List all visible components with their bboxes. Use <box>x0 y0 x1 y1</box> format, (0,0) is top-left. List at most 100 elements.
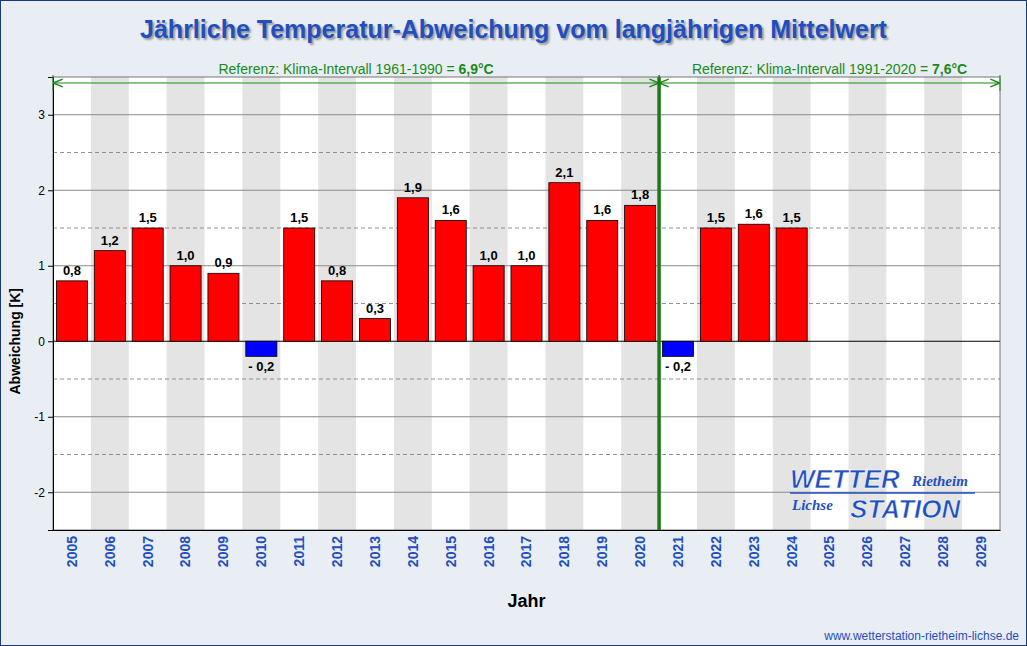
y-tick-mark <box>48 266 53 267</box>
column-band <box>394 77 432 530</box>
x-tick-label: 2027 <box>897 536 913 567</box>
title: Jährliche Temperatur-Abweichung vom lang… <box>140 15 888 43</box>
data-label: 1,2 <box>101 233 119 248</box>
x-tick-label: 2011 <box>291 536 307 567</box>
source: www.wetterstation-rietheim-lichse.de <box>823 629 1019 643</box>
reference-value: 6,9°C <box>458 61 493 77</box>
grid-line <box>53 190 1000 191</box>
annotations: Referenz: Klima-Intervall 1961-1990 = 6,… <box>53 61 1000 530</box>
column-band <box>470 77 508 530</box>
data-label: 1,6 <box>442 202 460 217</box>
reference-bound <box>53 75 54 91</box>
x-axis-title: Jahr <box>507 591 545 611</box>
reference-label: Referenz: Klima-Intervall 1961-1990 = 6,… <box>218 61 493 77</box>
bar <box>94 251 125 342</box>
data-label: 1,5 <box>707 210 725 225</box>
reference-text: Referenz: Klima-Intervall 1991-2020 = <box>692 61 932 77</box>
x-tick-label: 2007 <box>140 536 156 567</box>
bar <box>208 273 239 341</box>
x-tick-label: 2026 <box>859 536 875 567</box>
data-label: 1,0 <box>480 248 498 263</box>
bar <box>587 220 618 341</box>
x-tick-label: 2008 <box>177 536 193 567</box>
x-tick-label: 2022 <box>708 536 724 567</box>
x-tick: 2014 <box>405 530 421 567</box>
y-tick-label: 2 <box>38 184 45 198</box>
y-tick: 2 <box>38 184 53 198</box>
x-tick: 2027 <box>897 530 913 567</box>
reference-label: Referenz: Klima-Intervall 1991-2020 = 7,… <box>692 61 967 77</box>
y-tick: -2 <box>34 486 53 500</box>
data-label: 1,5 <box>290 210 308 225</box>
x-tick-label: 2016 <box>481 536 497 567</box>
bar <box>132 228 163 341</box>
y-tick-label: 3 <box>38 108 45 122</box>
data-label: 1,6 <box>745 206 763 221</box>
y-tick-mark <box>48 492 53 493</box>
y-axis-line <box>48 78 54 531</box>
x-tick-label: 2015 <box>443 536 459 567</box>
y-tick-label: 0 <box>38 335 45 349</box>
x-tick: 2005 <box>64 530 80 567</box>
data-label: 1,5 <box>139 210 157 225</box>
x-tick-label: 2024 <box>784 536 800 567</box>
bar <box>700 228 731 341</box>
x-tick-label: 2025 <box>821 536 837 567</box>
x-tick: 2025 <box>821 530 837 567</box>
x-tick-label: 2017 <box>518 536 534 567</box>
data-label: 1,8 <box>631 187 649 202</box>
plot-area <box>53 77 1000 530</box>
bar <box>473 266 504 342</box>
data-label: 0,8 <box>328 263 346 278</box>
x-axis: 2005200620072008200920102011201220132014… <box>54 530 1001 567</box>
column-band <box>318 77 356 530</box>
y-tick-mark <box>48 341 53 342</box>
data-labels: 0,81,21,51,00,9- 0,21,50,80,31,91,61,01,… <box>63 165 801 375</box>
grid <box>53 115 1000 493</box>
column-band <box>545 77 583 530</box>
column-band <box>91 77 129 530</box>
data-label: 1,0 <box>177 248 195 263</box>
column-band <box>242 77 280 530</box>
x-tick: 2018 <box>556 530 572 567</box>
data-label: 1,9 <box>404 180 422 195</box>
bar <box>435 220 466 341</box>
x-tick: 2023 <box>746 530 762 567</box>
logo-text: Lichse <box>791 497 833 513</box>
bar <box>359 319 390 342</box>
y-tick-mark <box>48 115 53 116</box>
x-tick: 2022 <box>708 530 724 567</box>
x-tick-label: 2005 <box>64 536 80 567</box>
y-tick-mark <box>48 190 53 191</box>
y-axis: -2 -1 0 1 2 3 <box>34 78 53 531</box>
bar <box>397 198 428 341</box>
x-tick-label: 2020 <box>632 536 648 567</box>
bar <box>549 183 580 342</box>
grid-line <box>53 114 1000 115</box>
minor-grid-line <box>53 228 1000 229</box>
logo-text: Rietheim <box>911 473 968 489</box>
x-tick: 2028 <box>935 530 951 567</box>
column-band <box>167 77 205 530</box>
data-label: 0,9 <box>214 255 232 270</box>
x-tick: 2012 <box>329 530 345 567</box>
column-band <box>621 77 659 530</box>
y-tick: -1 <box>34 410 53 424</box>
chart: 0,81,21,51,00,9- 0,21,50,80,31,91,61,01,… <box>0 0 1027 646</box>
minor-grid-line <box>53 454 1000 455</box>
y-tick: 1 <box>38 259 53 273</box>
bar <box>284 228 315 341</box>
data-label: 1,5 <box>783 210 801 225</box>
logo-text: STATION <box>850 494 961 524</box>
y-axis-title: Abweichung [K] <box>7 288 23 395</box>
x-tick: 2007 <box>140 530 156 567</box>
x-tick: 2017 <box>518 530 534 567</box>
logo: WETTER Rietheim Lichse STATION <box>790 464 975 524</box>
x-tick-label: 2028 <box>935 536 951 567</box>
logo-text: WETTER <box>790 464 900 494</box>
x-tick: 2008 <box>177 530 193 567</box>
reference-text: Referenz: Klima-Intervall 1961-1990 = <box>218 61 458 77</box>
grid-line <box>53 416 1000 417</box>
y-tick-label: 1 <box>38 259 45 273</box>
x-tick: 2016 <box>481 530 497 567</box>
